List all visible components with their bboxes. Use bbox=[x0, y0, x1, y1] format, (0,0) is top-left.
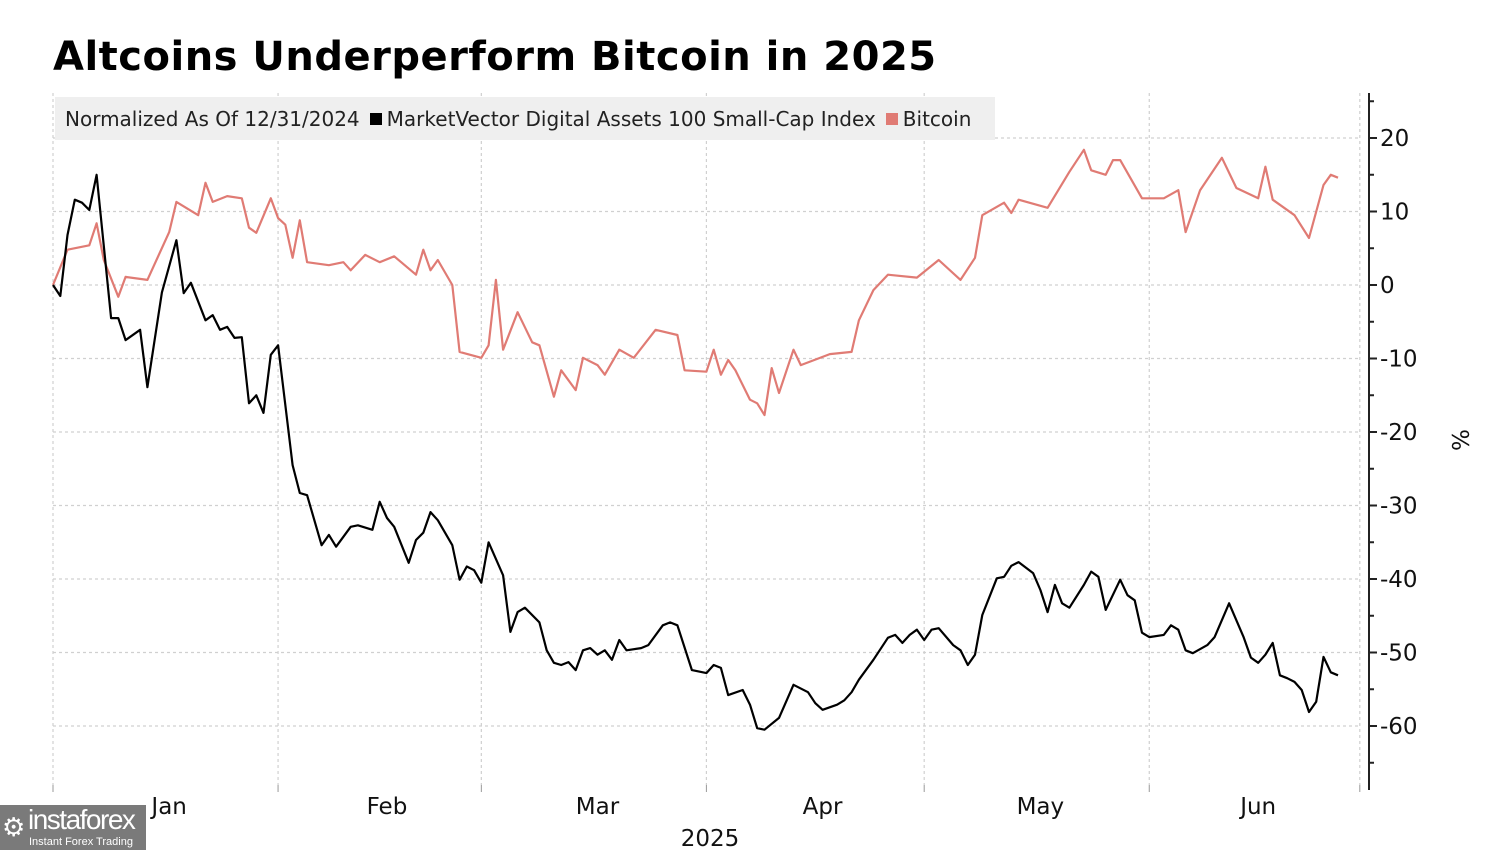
watermark-brand: instaforex bbox=[28, 805, 136, 835]
x-tick-label: Apr bbox=[803, 794, 843, 820]
series-line-bitcoin bbox=[51, 148, 1339, 417]
series-line-small-cap-index bbox=[52, 173, 1339, 731]
legend-label-small-cap: MarketVector Digital Assets 100 Small-Ca… bbox=[386, 106, 876, 131]
x-axis-label: 2025 bbox=[681, 826, 740, 850]
x-tick-label: May bbox=[1017, 794, 1065, 820]
legend: Normalized As Of 12/31/2024 MarketVector… bbox=[55, 97, 995, 140]
legend-swatch-small-cap bbox=[369, 112, 382, 125]
y-axis-label: % bbox=[1446, 429, 1472, 451]
legend-item-bitcoin: Bitcoin bbox=[885, 106, 972, 131]
x-tick-label: Mar bbox=[576, 794, 620, 820]
y-tick-label: 0 bbox=[1380, 273, 1395, 299]
legend-note: Normalized As Of 12/31/2024 bbox=[65, 106, 360, 131]
legend-item-small-cap: MarketVector Digital Assets 100 Small-Ca… bbox=[369, 106, 876, 131]
y-tick-label: -50 bbox=[1380, 641, 1418, 667]
gear-logo-icon: ⚙ bbox=[2, 812, 26, 842]
chart-title: Altcoins Underperform Bitcoin in 2025 bbox=[53, 34, 937, 80]
x-tick-label: Feb bbox=[367, 794, 408, 820]
y-tick-label: -30 bbox=[1380, 494, 1418, 520]
legend-label-bitcoin: Bitcoin bbox=[902, 106, 972, 131]
x-tick-label: Jan bbox=[149, 794, 186, 820]
y-tick-label: -20 bbox=[1380, 420, 1418, 446]
x-tick-label: Jun bbox=[1238, 794, 1276, 820]
y-tick-label: -40 bbox=[1380, 567, 1418, 593]
watermark: ⚙ instaforex Instant Forex Trading bbox=[0, 805, 146, 850]
y-tick-label: -10 bbox=[1380, 347, 1418, 373]
y-tick-label: -60 bbox=[1380, 714, 1418, 740]
legend-swatch-bitcoin bbox=[885, 112, 898, 125]
watermark-tagline: Instant Forex Trading bbox=[29, 836, 133, 848]
y-tick-label: 20 bbox=[1380, 126, 1409, 152]
y-tick-label: 10 bbox=[1380, 200, 1409, 226]
